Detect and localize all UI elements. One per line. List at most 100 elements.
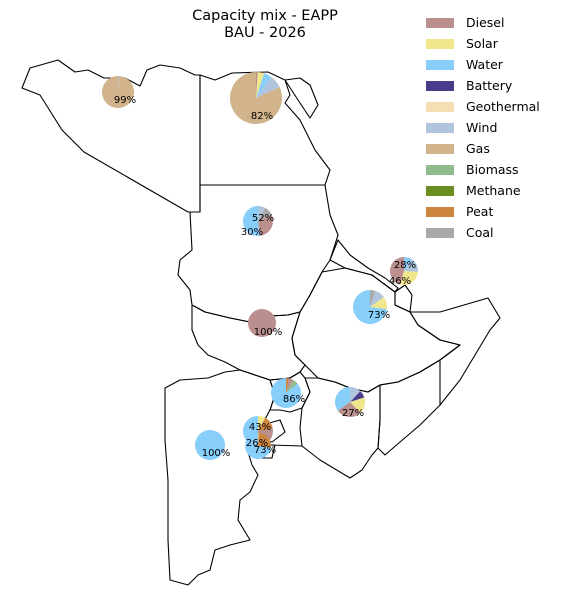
pie-percent-label: 46% bbox=[389, 276, 411, 287]
legend-label: Coal bbox=[466, 225, 494, 240]
pie-slice bbox=[390, 257, 404, 285]
legend-item: Battery bbox=[426, 75, 540, 96]
legend-item: Geothermal bbox=[426, 96, 540, 117]
pie-slice bbox=[258, 433, 259, 446]
pie-slice bbox=[335, 387, 350, 411]
pie-slice bbox=[286, 378, 289, 393]
pie-egypt: 82% bbox=[230, 72, 282, 124]
legend-swatch bbox=[426, 101, 454, 112]
pie-slice bbox=[258, 417, 273, 431]
pie-percent-label: 100% bbox=[254, 327, 283, 338]
legend-label: Water bbox=[466, 57, 503, 72]
somalia-border bbox=[377, 297, 501, 456]
legend-swatch bbox=[426, 164, 454, 175]
pie-percent-label: 73% bbox=[254, 445, 276, 456]
pie-percent-label: 82% bbox=[251, 111, 273, 122]
pie-percent-label: 26% bbox=[246, 438, 268, 449]
legend-swatch bbox=[426, 227, 454, 238]
pie-percent-label: 73% bbox=[368, 310, 390, 321]
libya-border bbox=[21, 59, 201, 213]
pie-slice bbox=[118, 76, 120, 92]
pie-south-sudan: 100% bbox=[248, 309, 282, 338]
pie-slice bbox=[258, 416, 266, 431]
legend-swatch bbox=[426, 17, 454, 28]
pie-slice bbox=[350, 397, 366, 413]
pie-percent-label: 28% bbox=[394, 260, 416, 271]
legend-label: Methane bbox=[466, 183, 521, 198]
legend-swatch bbox=[426, 143, 454, 154]
pie-slice bbox=[258, 214, 273, 236]
pie-kenya: 27% bbox=[335, 387, 366, 419]
pie-layer: 99%82%52%30%28%46%73%100%86%27%100%43%26… bbox=[102, 72, 419, 460]
legend-item: Water bbox=[426, 54, 540, 75]
legend-swatch bbox=[426, 206, 454, 217]
ethiopia-border bbox=[291, 267, 461, 393]
legend-item: Coal bbox=[426, 222, 540, 243]
pie-slice bbox=[102, 76, 135, 109]
pie-slice bbox=[404, 259, 419, 272]
legend-item: Wind bbox=[426, 117, 540, 138]
legend-swatch bbox=[426, 80, 454, 91]
legend-swatch bbox=[426, 185, 454, 196]
pie-slice bbox=[256, 76, 280, 98]
legend-item: Biomass bbox=[426, 159, 540, 180]
pie-slice bbox=[400, 271, 418, 285]
legend-label: Diesel bbox=[466, 15, 505, 30]
legend-item: Methane bbox=[426, 180, 540, 201]
pie-slice bbox=[370, 290, 384, 307]
drc-border bbox=[164, 369, 276, 586]
pie-slice bbox=[245, 433, 271, 460]
pie-ethiopia: 73% bbox=[353, 290, 390, 324]
legend: Diesel Solar Water Battery Geothermal Wi… bbox=[426, 12, 540, 243]
pie-slice bbox=[286, 379, 298, 393]
djibouti-border bbox=[394, 284, 413, 313]
legend-label: Solar bbox=[466, 36, 498, 51]
pie-slice bbox=[350, 387, 361, 402]
pie-percent-label: 86% bbox=[283, 394, 305, 405]
title-line-2: BAU - 2026 bbox=[224, 25, 306, 41]
pie-slice bbox=[337, 402, 361, 418]
pie-djibouti: 28%46% bbox=[389, 257, 419, 287]
pie-slice bbox=[350, 391, 365, 402]
pie-sudan: 52%30% bbox=[241, 206, 274, 238]
legend-swatch bbox=[426, 59, 454, 70]
pie-slice bbox=[256, 72, 265, 98]
pie-slice bbox=[243, 206, 260, 236]
legend-item: Gas bbox=[426, 138, 540, 159]
legend-swatch bbox=[426, 122, 454, 133]
legend-swatch bbox=[426, 38, 454, 49]
pie-slice bbox=[256, 73, 272, 98]
pie-percent-label: 100% bbox=[202, 448, 231, 459]
title-line-1: Capacity mix - EAPP bbox=[192, 8, 338, 24]
south-sudan-border bbox=[191, 304, 306, 381]
pie-slice bbox=[258, 206, 266, 221]
legend-label: Battery bbox=[466, 78, 513, 93]
eritrea-border bbox=[329, 239, 399, 293]
pie-slice bbox=[258, 207, 272, 221]
pie-slice bbox=[353, 290, 387, 324]
pie-libya: 99% bbox=[102, 76, 136, 109]
legend-item: Diesel bbox=[426, 12, 540, 33]
pie-slice bbox=[370, 297, 387, 310]
legend-item: Peat bbox=[426, 201, 540, 222]
pie-slice bbox=[256, 72, 258, 98]
pie-dr-congo: 100% bbox=[195, 430, 230, 460]
pie-slice bbox=[370, 290, 376, 307]
legend-label: Biomass bbox=[466, 162, 519, 177]
pie-slice bbox=[248, 309, 276, 337]
kenya-border bbox=[299, 377, 381, 479]
legend-item: Solar bbox=[426, 33, 540, 54]
map-title: Capacity mix - EAPP BAU - 2026 bbox=[140, 8, 390, 42]
pie-uganda: 86% bbox=[271, 378, 305, 409]
pie-burundi: 26%73% bbox=[245, 433, 276, 460]
pie-slice bbox=[195, 430, 225, 460]
legend-label: Peat bbox=[466, 204, 494, 219]
legend-label: Geothermal bbox=[466, 99, 540, 114]
pie-percent-label: 99% bbox=[114, 95, 136, 106]
pie-percent-label: 30% bbox=[241, 227, 263, 238]
pie-percent-label: 52% bbox=[252, 213, 274, 224]
pie-percent-label: 43% bbox=[249, 422, 271, 433]
legend-label: Gas bbox=[466, 141, 490, 156]
legend-label: Wind bbox=[466, 120, 498, 135]
